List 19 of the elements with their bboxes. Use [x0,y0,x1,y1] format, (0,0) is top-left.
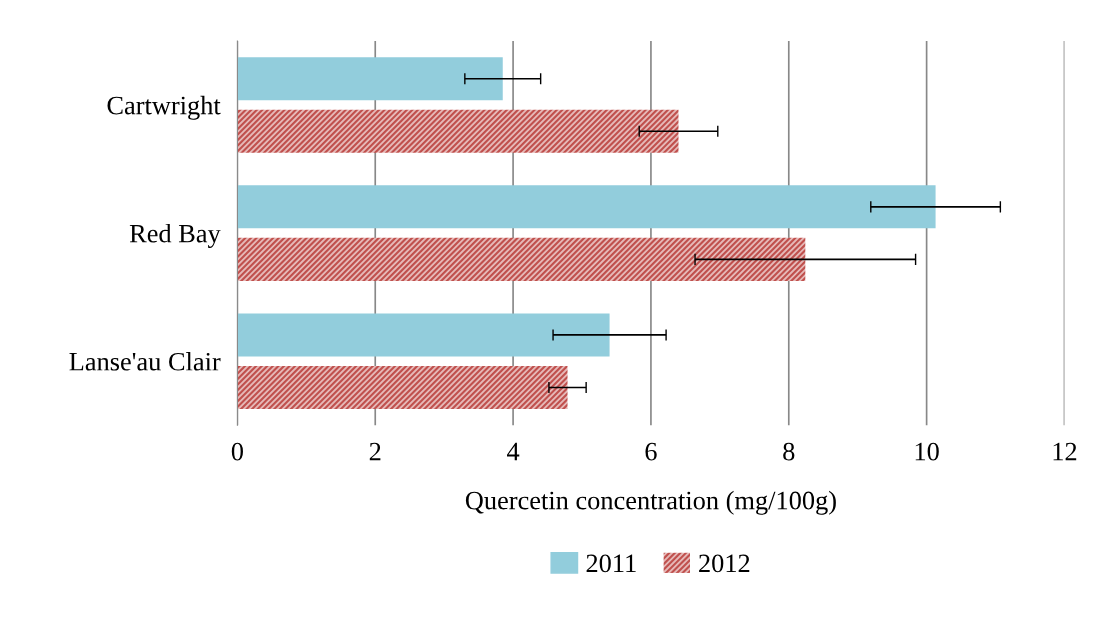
y-tick-label: Lanse'au Clair [69,352,221,371]
bar [237,185,936,229]
x-tick-label: 0 [231,442,243,461]
bar [237,237,806,281]
x-tick-label: 8 [783,442,795,461]
legend-label: 2011 [586,554,636,573]
x-tick-label: 2 [369,442,381,461]
x-tick-label: 12 [1053,442,1077,461]
legend-label: 2012 [699,554,750,573]
y-tick-label: Cartwright [107,95,221,120]
bar [237,313,610,357]
x-tick-label: 4 [507,442,520,461]
x-tick-label: 10 [915,442,939,461]
bar [237,57,503,101]
x-tick-label: 6 [645,442,657,461]
x-axis-title: Quercetin concentration (mg/100g) [465,490,836,515]
bar [237,109,679,153]
y-tick-label: Red Bay [129,223,221,248]
bar [237,365,568,409]
